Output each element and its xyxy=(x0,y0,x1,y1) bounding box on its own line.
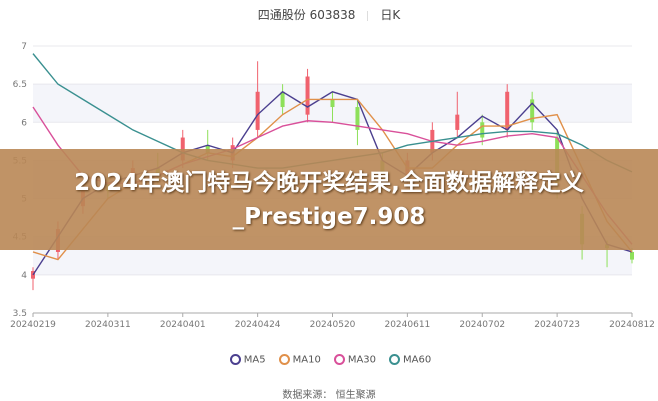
candle xyxy=(255,91,260,130)
legend-label: MA5 xyxy=(243,354,266,366)
y-tick-label: 4 xyxy=(21,271,27,281)
x-tick-label: 20240219 xyxy=(10,320,56,330)
x-tick-label: 20240702 xyxy=(459,320,505,330)
legend-label: MA60 xyxy=(403,354,432,366)
overlay-banner: 2024年澳门特马今晚开奖结果,全面数据解释定义_Prestige7.908 xyxy=(0,149,658,250)
banner-text: 2024年澳门特马今晚开奖结果,全面数据解释定义_Prestige7.908 xyxy=(74,169,584,230)
circle-icon xyxy=(389,354,401,365)
candle xyxy=(530,99,535,123)
legend: MA5 MA10 MA30 MA60 xyxy=(0,354,658,366)
candle xyxy=(305,76,310,115)
y-tick-label: 6 xyxy=(21,118,27,128)
circle-icon xyxy=(278,354,290,365)
candle xyxy=(280,91,285,108)
x-tick-label: 20240311 xyxy=(85,320,131,330)
candle xyxy=(330,99,335,108)
circle-icon xyxy=(229,354,241,365)
candle xyxy=(180,137,185,161)
legend-item-ma60[interactable]: MA60 xyxy=(386,354,431,366)
y-tick-label: 6.5 xyxy=(13,80,27,90)
legend-label: MA10 xyxy=(292,354,321,366)
candle xyxy=(355,107,360,130)
legend-item-ma10[interactable]: MA10 xyxy=(276,354,321,366)
data-source: 数据来源： 恒生聚源 xyxy=(282,390,376,401)
legend-item-ma5[interactable]: MA5 xyxy=(227,354,266,366)
candle xyxy=(630,251,634,260)
candle xyxy=(455,114,460,130)
legend-label: MA30 xyxy=(347,354,377,366)
candle xyxy=(480,122,485,138)
x-tick-label: 20240401 xyxy=(160,320,206,330)
y-tick-label: 7 xyxy=(21,42,27,52)
candle xyxy=(505,91,510,130)
period-label[interactable]: 日K xyxy=(380,8,401,22)
x-tick-label: 20240812 xyxy=(609,320,655,330)
chart-title: 四通股份 603838 日K xyxy=(0,6,658,23)
x-tick-label: 20240611 xyxy=(384,320,430,330)
legend-item-ma30[interactable]: MA30 xyxy=(331,354,376,366)
candle xyxy=(205,145,210,153)
x-tick-label: 20240520 xyxy=(310,320,356,330)
stock-name: 四通股份 603838 xyxy=(257,8,356,22)
divider xyxy=(367,10,369,21)
circle-icon xyxy=(333,354,345,365)
x-tick-label: 20240424 xyxy=(235,320,281,330)
y-tick-label: 3.5 xyxy=(13,309,27,319)
x-tick-label: 20240723 xyxy=(534,320,580,330)
